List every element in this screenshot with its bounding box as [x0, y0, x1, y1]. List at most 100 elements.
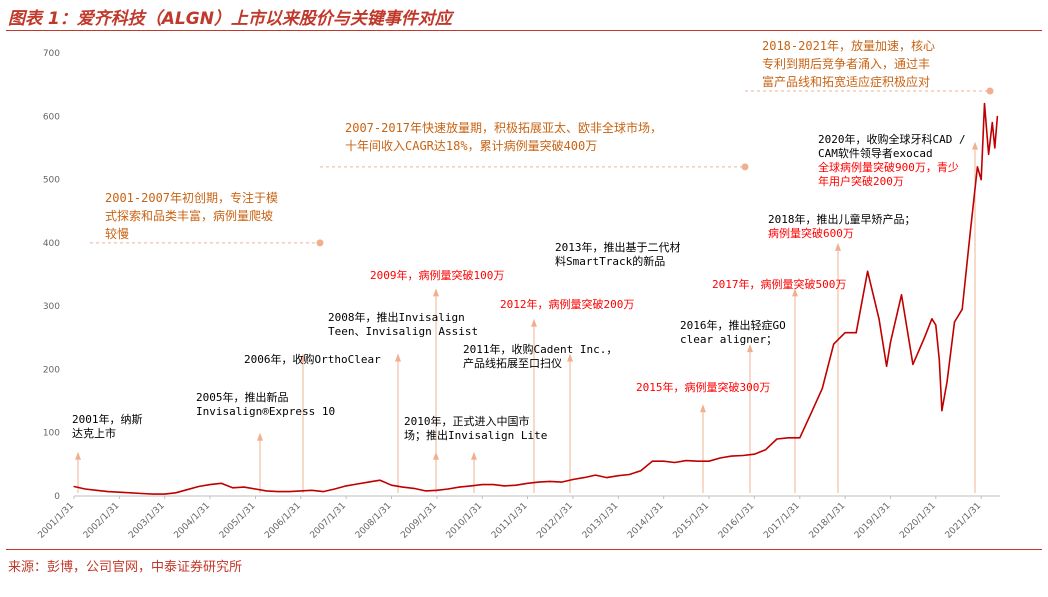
x-tick-label: 2016/1/31: [717, 501, 757, 541]
price-point: [994, 147, 996, 149]
price-point: [424, 490, 427, 492]
price-point: [708, 460, 710, 462]
price-point: [368, 481, 370, 483]
price-point: [663, 460, 665, 462]
event-label: 2016年，推出轻症GO: [680, 318, 786, 332]
price-point: [141, 492, 143, 495]
price-point: [617, 475, 619, 477]
price-point: [886, 365, 888, 367]
phase-marker-dot: [316, 239, 324, 247]
event-label: 2018年，推出儿童早矫产品；: [768, 212, 916, 226]
event-label: 达克上市: [72, 426, 116, 440]
price-point: [198, 485, 200, 488]
event-label: 2008年，推出Invisalign: [328, 310, 465, 324]
price-point: [311, 489, 313, 491]
x-tick-label: 2020/1/31: [898, 501, 938, 541]
phase-label: 较慢: [105, 226, 129, 241]
x-tick-label: 2004/1/31: [172, 501, 212, 541]
price-point: [719, 457, 721, 459]
price-point: [996, 115, 999, 117]
event-arrowhead: [747, 344, 753, 353]
price-point: [492, 484, 494, 486]
price-point: [912, 363, 914, 365]
price-point: [436, 489, 438, 491]
y-tick-label: 700: [43, 49, 60, 59]
y-tick-label: 500: [43, 176, 60, 186]
title-rule: [6, 30, 1042, 31]
phase-label: 2007-2017年快速放量期，积极拓展亚太、欧非全球市场，: [345, 120, 662, 135]
event-label: Teen、Invisalign Assist: [328, 325, 478, 338]
price-point: [764, 449, 767, 451]
price-point: [413, 487, 415, 489]
source-note: 来源：彭博，公司官网，中泰证券研究所: [8, 560, 243, 575]
price-point: [776, 438, 778, 440]
x-tick-label: 2006/1/31: [263, 501, 303, 541]
event-label: clear aligner；: [680, 333, 777, 346]
price-point: [334, 488, 336, 490]
x-tick-label: 2019/1/31: [853, 501, 893, 541]
price-point: [810, 413, 812, 415]
price-point: [129, 492, 131, 494]
price-point: [186, 489, 188, 491]
price-point: [209, 484, 211, 486]
price-point: [583, 477, 585, 479]
price-point: [844, 332, 846, 334]
price-point: [833, 343, 835, 345]
price-point: [118, 491, 120, 493]
price-point: [799, 437, 801, 439]
x-tick-label: 2021/1/31: [944, 501, 984, 541]
price-point: [152, 493, 154, 495]
event-label: 2011年，收购Cadent Inc.，: [463, 342, 617, 356]
phase-label: 富产品线和拓宽适应症积极应对: [762, 74, 930, 89]
price-point: [322, 491, 324, 493]
price-point: [345, 485, 347, 487]
price-point: [164, 493, 166, 495]
x-tick-label: 2010/1/31: [445, 501, 485, 541]
price-point: [640, 470, 642, 472]
event-label: 病例量突破600万: [768, 226, 854, 240]
x-tick-label: 2014/1/31: [626, 501, 666, 541]
price-point: [953, 321, 956, 323]
x-tick-label: 2003/1/31: [127, 501, 167, 541]
price-point: [697, 460, 699, 462]
event-arrowhead: [471, 451, 477, 460]
x-tick-label: 2008/1/31: [354, 501, 394, 541]
price-point: [458, 486, 460, 488]
event-label: 全球病例量突破900万，青少: [818, 160, 959, 174]
event-label: Invisalign®Express 10: [196, 405, 335, 418]
price-point: [787, 437, 790, 439]
price-point: [549, 480, 551, 482]
y-tick-label: 300: [43, 302, 60, 312]
price-line: [73, 102, 999, 495]
price-point: [481, 484, 483, 486]
price-point: [685, 460, 687, 462]
price-point: [628, 473, 631, 476]
price-point: [560, 481, 563, 483]
price-point: [753, 453, 755, 455]
price-point: [390, 484, 392, 486]
event-label: 2012年，病例量突破200万: [500, 297, 634, 311]
event-arrowhead: [700, 404, 706, 413]
y-tick-label: 400: [43, 239, 60, 249]
price-point: [243, 486, 245, 488]
price-point: [606, 477, 608, 479]
price-point: [923, 337, 926, 339]
event-label: CAM软件领导者exocad: [818, 146, 933, 160]
event-label: 2010年，正式进入中国市: [404, 414, 530, 428]
price-point: [900, 294, 903, 296]
phase-label: 专利到期后竞争者涌入，通过丰: [762, 56, 930, 71]
event-label: 2015年，病例量突破300万: [636, 380, 770, 394]
event-label: 年用户突破200万: [818, 174, 904, 188]
price-point: [651, 460, 653, 462]
price-point: [379, 479, 381, 481]
event-arrowhead: [567, 353, 573, 362]
event-label: 2005年，推出新品: [196, 390, 289, 404]
x-tick-label: 2015/1/31: [671, 501, 711, 541]
price-point: [95, 489, 98, 491]
price-point: [976, 166, 979, 168]
x-tick-label: 2009/1/31: [399, 501, 439, 541]
price-point: [991, 122, 993, 124]
x-tick-label: 2013/1/31: [581, 501, 621, 541]
